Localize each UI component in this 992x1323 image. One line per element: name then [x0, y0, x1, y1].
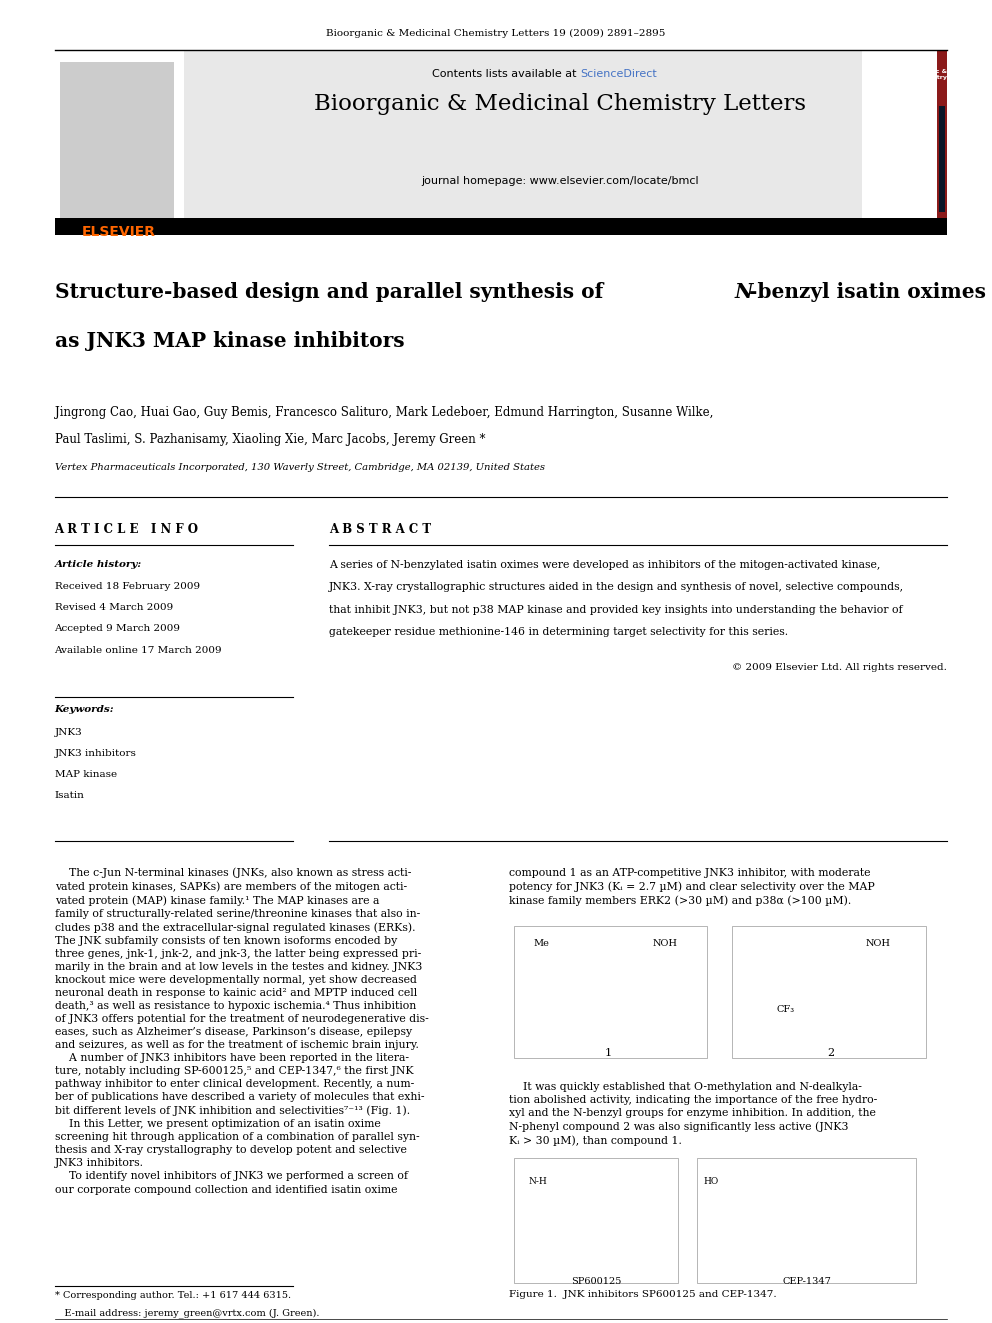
Bar — [55, 218, 947, 235]
Text: Keywords:: Keywords: — [55, 705, 114, 714]
Text: ScienceDirect: ScienceDirect — [580, 69, 657, 79]
Text: E-mail address: jeremy_green@vrtx.com (J. Green).: E-mail address: jeremy_green@vrtx.com (J… — [55, 1308, 319, 1318]
Text: The c-Jun N-terminal kinases (JNKs, also known as stress acti-
vated protein kin: The c-Jun N-terminal kinases (JNKs, also… — [55, 868, 429, 1195]
Text: JNK3: JNK3 — [55, 728, 82, 737]
Text: N: N — [734, 282, 753, 302]
Text: Paul Taslimi, S. Pazhanisamy, Xiaoling Xie, Marc Jacobs, Jeremy Green *: Paul Taslimi, S. Pazhanisamy, Xiaoling X… — [55, 433, 485, 446]
Text: CEP-1347: CEP-1347 — [782, 1277, 831, 1286]
Text: Available online 17 March 2009: Available online 17 March 2009 — [55, 646, 222, 655]
Text: Vertex Pharmaceuticals Incorporated, 130 Waverly Street, Cambridge, MA 02139, Un: Vertex Pharmaceuticals Incorporated, 130… — [55, 463, 545, 472]
Bar — [939, 106, 945, 212]
Text: JNK3 inhibitors: JNK3 inhibitors — [55, 749, 137, 758]
Bar — [937, 50, 947, 235]
Text: A B S T R A C T: A B S T R A C T — [329, 523, 432, 536]
Text: Structure-based design and parallel synthesis of: Structure-based design and parallel synt… — [55, 282, 610, 302]
Text: 2: 2 — [827, 1048, 835, 1058]
Text: Jingrong Cao, Huai Gao, Guy Bemis, Francesco Salituro, Mark Ledeboer, Edmund Har: Jingrong Cao, Huai Gao, Guy Bemis, Franc… — [55, 406, 713, 419]
Text: MAP kinase: MAP kinase — [55, 770, 117, 779]
Text: A series of N-benzylated isatin oximes were developed as inhibitors of the mitog: A series of N-benzylated isatin oximes w… — [329, 560, 881, 570]
Text: as JNK3 MAP kinase inhibitors: as JNK3 MAP kinase inhibitors — [55, 331, 404, 351]
Text: NOH: NOH — [866, 939, 891, 949]
Text: Bioorganic & Medicinal Chemistry Letters 19 (2009) 2891–2895: Bioorganic & Medicinal Chemistry Letters… — [326, 29, 666, 38]
Text: -benzyl isatin oximes: -benzyl isatin oximes — [749, 282, 986, 302]
Text: HO: HO — [703, 1177, 718, 1187]
Text: SP600125: SP600125 — [571, 1277, 621, 1286]
Text: that inhibit JNK3, but not p38 MAP kinase and provided key insights into underst: that inhibit JNK3, but not p38 MAP kinas… — [329, 605, 903, 615]
Text: NOH: NOH — [653, 939, 678, 949]
Text: ELSEVIER: ELSEVIER — [82, 225, 156, 239]
Text: Revised 4 March 2009: Revised 4 March 2009 — [55, 603, 173, 613]
Bar — [514, 926, 707, 1058]
Bar — [60, 62, 174, 218]
Text: journal homepage: www.elsevier.com/locate/bmcl: journal homepage: www.elsevier.com/locat… — [422, 176, 699, 187]
Text: Article history:: Article history: — [55, 560, 142, 569]
Text: JNK3. X-ray crystallographic structures aided in the design and synthesis of nov: JNK3. X-ray crystallographic structures … — [329, 582, 905, 593]
Text: A R T I C L E   I N F O: A R T I C L E I N F O — [55, 523, 198, 536]
Text: CF₃: CF₃ — [777, 1005, 795, 1015]
Bar — [732, 926, 926, 1058]
Bar — [184, 50, 862, 235]
Text: Accepted 9 March 2009: Accepted 9 March 2009 — [55, 624, 181, 634]
Bar — [697, 1158, 916, 1283]
Text: © 2009 Elsevier Ltd. All rights reserved.: © 2009 Elsevier Ltd. All rights reserved… — [732, 663, 947, 672]
Text: Bioorganic & Medicinal
Chemistry Letters: Bioorganic & Medicinal Chemistry Letters — [902, 69, 983, 79]
Bar — [55, 50, 184, 235]
Text: gatekeeper residue methionine-146 in determining target selectivity for this ser: gatekeeper residue methionine-146 in det… — [329, 627, 789, 638]
Text: Figure 1.  JNK inhibitors SP600125 and CEP-1347.: Figure 1. JNK inhibitors SP600125 and CE… — [509, 1290, 777, 1299]
Text: * Corresponding author. Tel.: +1 617 444 6315.: * Corresponding author. Tel.: +1 617 444… — [55, 1291, 291, 1301]
Text: 1: 1 — [604, 1048, 612, 1058]
Text: Me: Me — [534, 939, 550, 949]
Text: It was quickly established that O-methylation and N-dealkyla-
tion abolished act: It was quickly established that O-methyl… — [509, 1082, 877, 1146]
Text: N-H: N-H — [529, 1177, 548, 1187]
Bar — [514, 1158, 678, 1283]
Text: compound 1 as an ATP-competitive JNK3 inhibitor, with moderate
potency for JNK3 : compound 1 as an ATP-competitive JNK3 in… — [509, 868, 875, 905]
Text: Contents lists available at: Contents lists available at — [433, 69, 580, 79]
Text: Received 18 February 2009: Received 18 February 2009 — [55, 582, 199, 591]
Text: Bioorganic & Medicinal Chemistry Letters: Bioorganic & Medicinal Chemistry Letters — [314, 93, 806, 115]
Text: Isatin: Isatin — [55, 791, 84, 800]
